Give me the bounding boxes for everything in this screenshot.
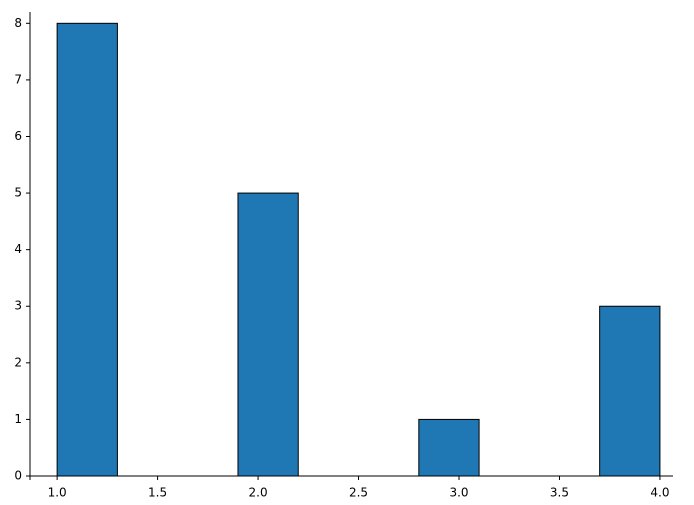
y-tick-label: 4 (14, 242, 22, 256)
y-tick-label: 0 (14, 469, 22, 483)
x-tick-label: 4.0 (650, 486, 669, 500)
x-tick-label: 1.0 (48, 486, 67, 500)
x-tick-label: 3.5 (550, 486, 569, 500)
bar (599, 305, 661, 477)
y-tick-label: 1 (14, 412, 22, 426)
x-tick-label: 1.5 (148, 486, 167, 500)
bar (418, 418, 480, 477)
y-tick-label: 6 (14, 129, 22, 143)
y-tick-label: 3 (14, 299, 22, 313)
y-tick-label: 5 (14, 186, 22, 200)
x-tick-label: 3.0 (449, 486, 468, 500)
y-tick-label: 8 (14, 16, 22, 30)
y-tick-label: 2 (14, 355, 22, 369)
bar (56, 22, 118, 477)
x-tick-label: 2.0 (249, 486, 268, 500)
x-tick-label: 2.5 (349, 486, 368, 500)
bar (237, 192, 299, 477)
y-tick-label: 7 (14, 72, 22, 86)
